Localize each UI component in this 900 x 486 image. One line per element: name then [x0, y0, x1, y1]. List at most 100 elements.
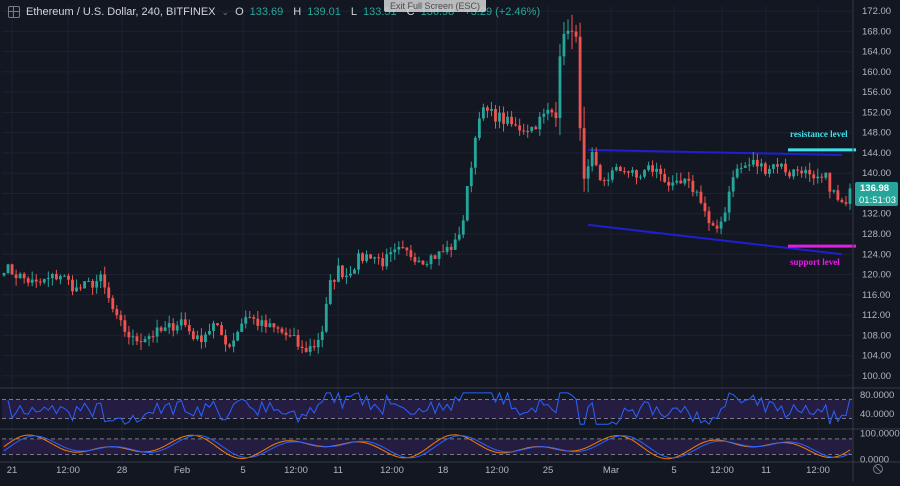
- exit-fullscreen-button[interactable]: Exit Full Screen (ESC): [384, 0, 487, 12]
- candle-body: [240, 323, 244, 332]
- candle-body: [248, 317, 252, 319]
- candle-body: [449, 246, 453, 250]
- candle-body: [312, 346, 316, 348]
- candle-body: [518, 125, 522, 131]
- candle-body: [216, 323, 219, 326]
- y-tick-label: 124.00: [862, 249, 891, 260]
- candle-body: [208, 330, 211, 335]
- y-tick-label: 112.00: [862, 310, 890, 321]
- x-tick-label: 12:00: [380, 465, 404, 476]
- candle-body: [224, 335, 227, 345]
- candle-body: [594, 152, 598, 166]
- candle-body: [776, 164, 779, 167]
- candle-body: [751, 159, 755, 165]
- candle-body: [566, 30, 570, 34]
- candle-body: [514, 124, 518, 126]
- candle-body: [171, 323, 175, 331]
- candle-body: [401, 247, 405, 249]
- candle-body: [95, 281, 99, 288]
- candle-body: [63, 275, 66, 277]
- candle-body: [465, 186, 469, 221]
- candle-body: [582, 128, 586, 179]
- low-label: L: [350, 6, 358, 18]
- stoch-d-line: [3, 434, 851, 459]
- candle-body: [381, 258, 385, 267]
- x-tick-label: 11: [333, 465, 343, 476]
- candle-body: [816, 176, 820, 179]
- candle-body: [328, 280, 332, 304]
- y-tick-label: 104.00: [862, 351, 891, 362]
- candle-body: [99, 274, 103, 282]
- candle-body: [288, 335, 292, 337]
- gear-icon[interactable]: [8, 6, 20, 18]
- candle-body: [655, 168, 659, 172]
- candle-body: [421, 260, 425, 265]
- candle-body: [14, 274, 18, 279]
- candle-body: [735, 168, 739, 178]
- y-tick-label: 164.00: [862, 47, 891, 58]
- chevron-down-icon[interactable]: ⌄: [221, 6, 230, 17]
- support-label: support level: [790, 257, 840, 267]
- x-tick-label: 21: [7, 465, 18, 476]
- candle-body: [320, 331, 324, 340]
- candle-body: [498, 112, 501, 122]
- candle-body: [276, 327, 280, 329]
- candle-body: [542, 113, 546, 117]
- candle-body: [127, 331, 131, 338]
- candle-body: [256, 318, 260, 326]
- candle-body: [719, 221, 723, 229]
- candle-body: [606, 179, 610, 181]
- y-tick-label: 120.00: [862, 270, 891, 281]
- candle-body: [590, 152, 594, 167]
- candle-body: [22, 273, 26, 279]
- candle-body: [75, 287, 78, 292]
- candle-body: [643, 170, 646, 177]
- candle-body: [385, 254, 389, 267]
- candle-body: [651, 165, 655, 172]
- candle-body: [477, 118, 481, 138]
- candle-body: [59, 276, 62, 280]
- candle-body: [324, 303, 328, 332]
- candle-body: [780, 163, 783, 167]
- rsi-band: [2, 399, 852, 419]
- stoch-band: [2, 438, 852, 455]
- candle-body: [2, 273, 6, 276]
- candle-body: [631, 170, 634, 173]
- candle-body: [143, 339, 147, 343]
- y-tick-label: 144.00: [862, 148, 891, 159]
- candle-body: [667, 181, 671, 186]
- candle-body: [353, 269, 356, 274]
- x-tick-label: Feb: [174, 465, 190, 476]
- candle-body: [671, 182, 675, 186]
- candle-body: [784, 163, 787, 173]
- candle-body: [50, 274, 54, 278]
- candle-body: [441, 251, 445, 253]
- candle-body: [6, 264, 10, 274]
- candle-body: [264, 320, 268, 327]
- y-tick-label: 160.00: [862, 67, 891, 78]
- candle-body: [46, 277, 50, 280]
- candle-body: [679, 180, 683, 184]
- x-tick-label: 28: [117, 465, 128, 476]
- candle-body: [530, 126, 534, 132]
- rsi-tick-label: 80.0000: [860, 390, 894, 401]
- candle-body: [175, 325, 179, 331]
- zoom-reset-icon[interactable]: [872, 463, 884, 475]
- candle-body: [614, 166, 618, 171]
- y-tick-label: 116.00: [862, 290, 890, 301]
- candle-body: [522, 130, 526, 132]
- candle-body: [534, 126, 538, 130]
- candle-body: [187, 325, 191, 332]
- stoch-tick-label: 0.0000: [860, 455, 889, 466]
- candle-body: [836, 190, 840, 200]
- candle-body: [703, 202, 707, 212]
- candle-body: [639, 176, 642, 178]
- candle-body: [409, 250, 413, 257]
- x-tick-label: 12:00: [806, 465, 830, 476]
- candle-body: [79, 287, 82, 289]
- x-tick-label: 18: [438, 465, 449, 476]
- x-tick-label: 12:00: [485, 465, 509, 476]
- candle-body: [272, 323, 276, 328]
